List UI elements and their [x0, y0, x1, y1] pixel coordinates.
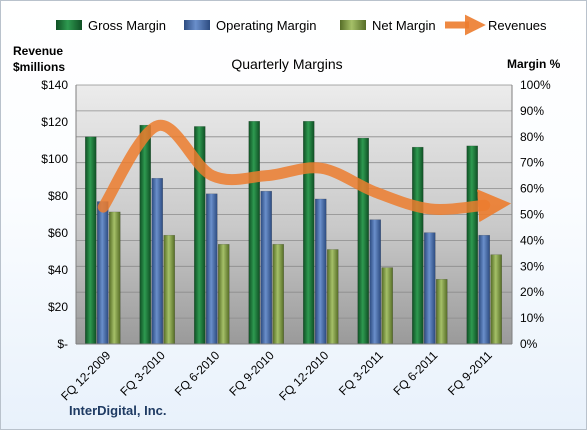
legend-swatch-operating-margin [184, 20, 210, 30]
left-axis-title-line2: $millions [13, 60, 65, 74]
bar-series [85, 121, 502, 345]
right-tick-label: 0% [520, 337, 538, 351]
gross-margin-bar [357, 137, 369, 345]
net-margin-bar [490, 254, 502, 345]
right-tick-labels: 0% 10% 20% 30% 40% 50% 60% 70% 80% 90% 100% [520, 78, 551, 351]
x-tick-label: FQ 6-2010 [172, 348, 223, 399]
net-margin-bar [272, 244, 284, 345]
x-tick-label: FQ 12-2009 [58, 348, 113, 403]
operating-margin-bar [97, 201, 109, 345]
right-tick-label: 10% [520, 311, 544, 325]
x-tick-label: FQ 3-2010 [117, 348, 168, 399]
left-tick-label: $60 [48, 226, 68, 240]
legend-label-net-margin: Net Margin [372, 18, 436, 33]
legend-item-gross-margin: Gross Margin [56, 18, 166, 33]
left-tick-label: $100 [41, 152, 68, 166]
left-tick-label: $140 [41, 78, 68, 92]
legend-label-gross-margin: Gross Margin [88, 18, 166, 33]
gross-margin-bar [303, 121, 315, 345]
right-tick-label: 70% [520, 156, 544, 170]
operating-margin-bar [151, 177, 163, 345]
left-tick-labels: $- $20 $40 $60 $80 $100 $120 $140 [41, 78, 68, 351]
right-tick-label: 40% [520, 233, 544, 247]
right-axis-title: Margin % [507, 57, 561, 71]
right-tick-label: 30% [520, 259, 544, 273]
operating-margin-bar [260, 190, 272, 345]
left-tick-label: $40 [48, 263, 68, 277]
legend-item-revenues: Revenues [445, 14, 547, 36]
company-name: InterDigital, Inc. [69, 403, 167, 418]
left-tick-label: $- [57, 337, 68, 351]
legend-label-operating-margin: Operating Margin [216, 18, 316, 33]
net-margin-bar [163, 234, 175, 345]
legend-item-net-margin: Net Margin [340, 18, 436, 33]
chart-title: Quarterly Margins [231, 56, 342, 72]
x-tick-label: FQ 9-2010 [226, 348, 277, 399]
revenues-line [97, 120, 512, 223]
operating-margin-bar [424, 232, 436, 345]
left-tick-label: $80 [48, 189, 68, 203]
operating-margin-bar [206, 193, 218, 345]
gross-margin-bar [466, 145, 478, 345]
gross-margin-bar [248, 121, 260, 345]
net-margin-bar [109, 211, 121, 345]
x-tick-label: FQ 6-2011 [391, 348, 441, 398]
revenue-line-series [97, 120, 512, 223]
gross-margin-bar [139, 124, 151, 345]
operating-margin-bar [478, 234, 490, 345]
right-tick-label: 60% [520, 182, 544, 196]
right-tick-label: 20% [520, 285, 544, 299]
operating-margin-bar [369, 219, 381, 345]
legend: Gross Margin Operating Margin Net Margin… [56, 14, 547, 36]
operating-margin-bar [315, 198, 327, 345]
x-tick-label: FQ 3-2011 [336, 348, 386, 398]
net-margin-bar [381, 267, 393, 345]
legend-swatch-net-margin [340, 20, 366, 30]
right-tick-label: 80% [520, 130, 544, 144]
x-tick-labels: FQ 12-2009 FQ 3-2010 FQ 6-2010 FQ 9-2010 FQ … [58, 348, 495, 403]
gross-margin-bar [412, 146, 424, 345]
right-tick-label: 100% [520, 78, 551, 92]
left-tick-label: $120 [41, 115, 68, 129]
x-tick-label: FQ 9-2011 [445, 348, 495, 398]
legend-label-revenues: Revenues [488, 18, 547, 33]
legend-item-operating-margin: Operating Margin [184, 18, 316, 33]
right-tick-label: 90% [520, 104, 544, 118]
x-tick-label: FQ 12-2010 [276, 348, 331, 403]
left-axis-title-line1: Revenue [13, 44, 63, 58]
net-margin-bar [436, 279, 448, 345]
legend-swatch-gross-margin [56, 20, 82, 30]
right-tick-label: 50% [520, 208, 544, 222]
gross-margin-bar [85, 136, 97, 345]
net-margin-bar [218, 244, 230, 345]
net-margin-bar [327, 249, 339, 345]
left-tick-label: $20 [48, 300, 68, 314]
